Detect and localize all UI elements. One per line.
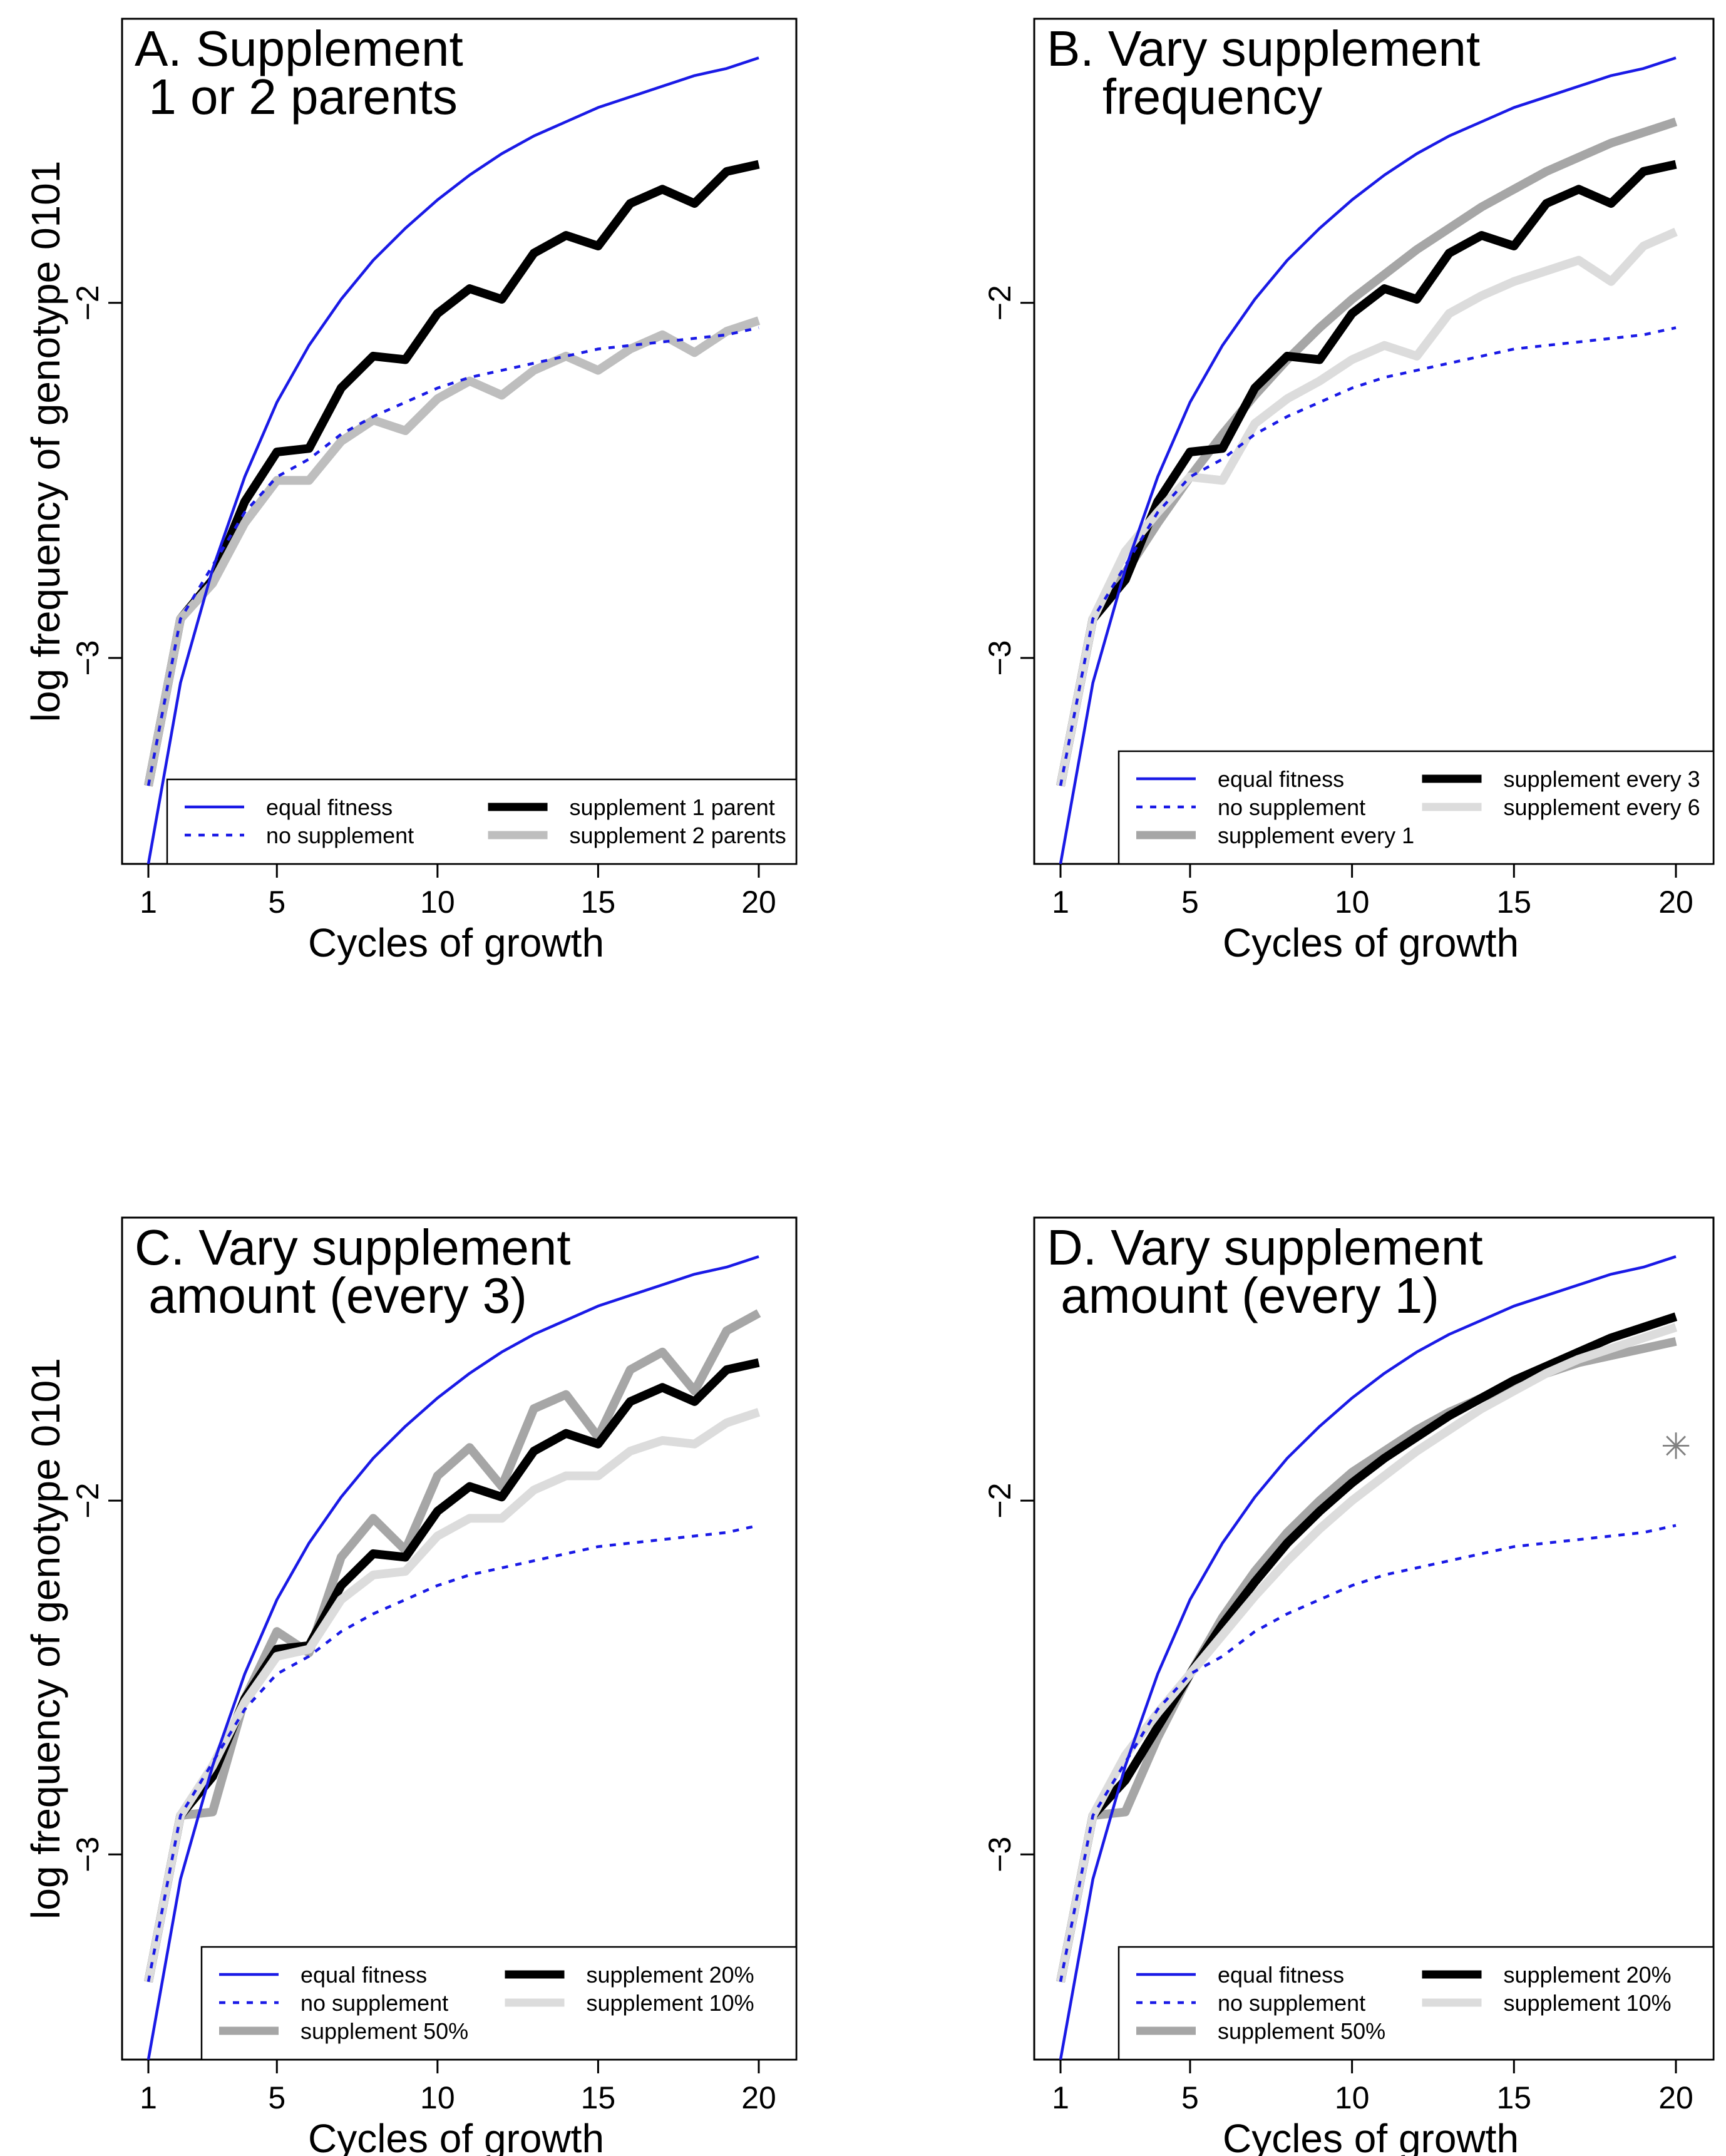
chart-d-legend-label-supplement-50-: supplement 50% [1218, 2018, 1385, 2044]
chart-b-xtick-label-5: 5 [1181, 885, 1199, 920]
chart-c-xtick-label-5: 5 [268, 2080, 285, 2115]
chart-a-legend-label-no-supplement: no supplement [266, 823, 414, 848]
chart-c-series-supplement-10- [144, 1408, 761, 1983]
chart-a-xtick-label-10: 10 [420, 885, 455, 920]
chart-b-xtick-label-15: 15 [1497, 885, 1532, 920]
chart-c-xlabel: Cycles of growth [308, 2116, 604, 2156]
chart-d-series-supplement-20- [1056, 1312, 1678, 1983]
chart-d-series-supplement-10- [1056, 1323, 1678, 1983]
chart-c-title-line-1: C. Vary supplement [135, 1219, 571, 1275]
chart-d-legend-box [1117, 1946, 1715, 2061]
chart-b-xtick-label-10: 10 [1335, 885, 1370, 920]
chart-c-series-supplement-20- [144, 1358, 760, 1983]
chart-b-legend-label-equal-fitness: equal fitness [1218, 766, 1344, 792]
chart-c-ytick-label-1: −3 [70, 1837, 105, 1872]
chart-d-xtick-label-5: 5 [1181, 2080, 1199, 2115]
chart-a-series-supplement-1-parent [144, 160, 760, 787]
chart-a-series-equal-fitness [146, 56, 759, 864]
chart-b-series-group [1056, 56, 1678, 864]
chart-b-legend-box [1117, 750, 1715, 865]
chart-d-xlabel: Cycles of growth [1223, 2116, 1519, 2156]
chart-b-series-supplement-every-1 [1056, 117, 1678, 787]
chart-d-legend-label-supplement-20-: supplement 20% [1504, 1962, 1672, 1988]
chart-d-ytick-label-1: −3 [982, 1837, 1017, 1872]
chart-d-asterisk-marker: ✳ [1661, 1425, 1692, 1467]
chart-b-series-no-supplement [1059, 326, 1677, 786]
chart-b-xtick-label-20: 20 [1658, 885, 1693, 920]
chart-d-xtick-label-10: 10 [1335, 2080, 1370, 2115]
chart-c-frame [121, 1216, 798, 2061]
chart-b-legend-label-supplement-every-1: supplement every 1 [1218, 823, 1414, 848]
chart-a-xtick-label-20: 20 [741, 885, 776, 920]
chart-b-legend-label-no-supplement: no supplement [1218, 794, 1365, 820]
chart-a-xtick-label-15: 15 [581, 885, 616, 920]
chart-a-xlabel: Cycles of growth [308, 920, 604, 965]
chart-a-legend-label-supplement-1-parent: supplement 1 parent [570, 794, 775, 820]
chart-b-series-supplement-every-3 [1056, 160, 1677, 787]
chart-c-legend-label-equal-fitness: equal fitness [301, 1962, 427, 1988]
chart-c-legend-label-no-supplement: no supplement [301, 1990, 448, 2016]
chart-d-xtick-label-15: 15 [1497, 2080, 1532, 2115]
chart-a-xtick-label-5: 5 [268, 885, 285, 920]
chart-c-xtick-label-15: 15 [581, 2080, 616, 2115]
chart-a-series-group [144, 56, 761, 864]
chart-c-xtick-label-10: 10 [420, 2080, 455, 2115]
chart-c-legend-box [200, 1946, 798, 2061]
chart-c-legend-label-supplement-50-: supplement 50% [301, 2018, 468, 2044]
chart-c-series-no-supplement [146, 1524, 759, 1983]
chart-a-xtick-label-1: 1 [140, 885, 157, 920]
chart-a-series-no-supplement [146, 326, 759, 786]
chart-b-legend-label-supplement-every-6: supplement every 6 [1504, 794, 1700, 820]
chart-d-title-line-1: D. Vary supplement [1047, 1219, 1483, 1275]
chart-d-series-supplement-50- [1056, 1337, 1677, 1983]
chart-a-frame [121, 18, 798, 865]
chart-d-ytick-label-0: −2 [982, 1483, 1017, 1519]
chart-c-ylabel: log frequency of genotype 0101 [23, 1358, 68, 1919]
chart-a-ylabel: log frequency of genotype 0101 [23, 161, 68, 722]
chart-a-title-line-1: A. Supplement [135, 21, 463, 76]
chart-a-title-line-2: 1 or 2 parents [135, 69, 458, 125]
chart-c-title-line-2: amount (every 3) [135, 1268, 527, 1323]
chart-b-xlabel: Cycles of growth [1223, 920, 1519, 965]
chart-d-xtick-label-1: 1 [1052, 2080, 1069, 2115]
chart-b-title-line-1: B. Vary supplement [1047, 21, 1480, 76]
chart-d-series-equal-fitness [1059, 1255, 1677, 2060]
chart-c-series-equal-fitness [146, 1255, 759, 2060]
chart-b-series-equal-fitness [1059, 56, 1677, 864]
chart-c-series-supplement-50- [144, 1309, 761, 1983]
chart-a-legend: equal fitness no supplement supplement 1 p… [166, 778, 798, 865]
chart-c-series-group [144, 1255, 761, 2060]
chart-c-xtick-label-1: 1 [140, 2080, 157, 2115]
chart-b-xtick-label-1: 1 [1052, 885, 1069, 920]
chart-b-ytick-label-0: −2 [982, 285, 1017, 321]
chart-a-ytick-label-0: −2 [70, 285, 105, 321]
chart-a-legend-label-supplement-2-parents: supplement 2 parents [570, 823, 786, 848]
chart-a-legend-box [166, 778, 798, 865]
chart-d-legend-label-no-supplement: no supplement [1218, 1990, 1365, 2016]
chart-d-title-line-2: amount (every 1) [1047, 1268, 1439, 1323]
chart-a-legend-label-equal-fitness: equal fitness [266, 794, 393, 820]
chart-b-legend-label-supplement-every-3: supplement every 3 [1504, 766, 1700, 792]
chart-a-series-supplement-2-parents [144, 316, 761, 787]
chart-d-legend-label-equal-fitness: equal fitness [1218, 1962, 1344, 1988]
chart-c-legend-label-supplement-10-: supplement 10% [587, 1990, 754, 2016]
chart-d-legend-label-supplement-10-: supplement 10% [1504, 1990, 1672, 2016]
chart-d-series-group [1056, 1255, 1678, 2060]
chart-b-series-supplement-every-6 [1056, 227, 1678, 787]
chart-b-title-line-2: frequency [1047, 69, 1322, 125]
chart-c-xtick-label-20: 20 [741, 2080, 776, 2115]
chart-d-xtick-label-20: 20 [1658, 2080, 1693, 2115]
chart-a-ytick-label-1: −3 [70, 640, 105, 676]
chart-c-legend-label-supplement-20-: supplement 20% [587, 1962, 754, 1988]
chart-c-ytick-label-0: −2 [70, 1483, 105, 1519]
chart-b-ytick-label-1: −3 [982, 640, 1017, 676]
